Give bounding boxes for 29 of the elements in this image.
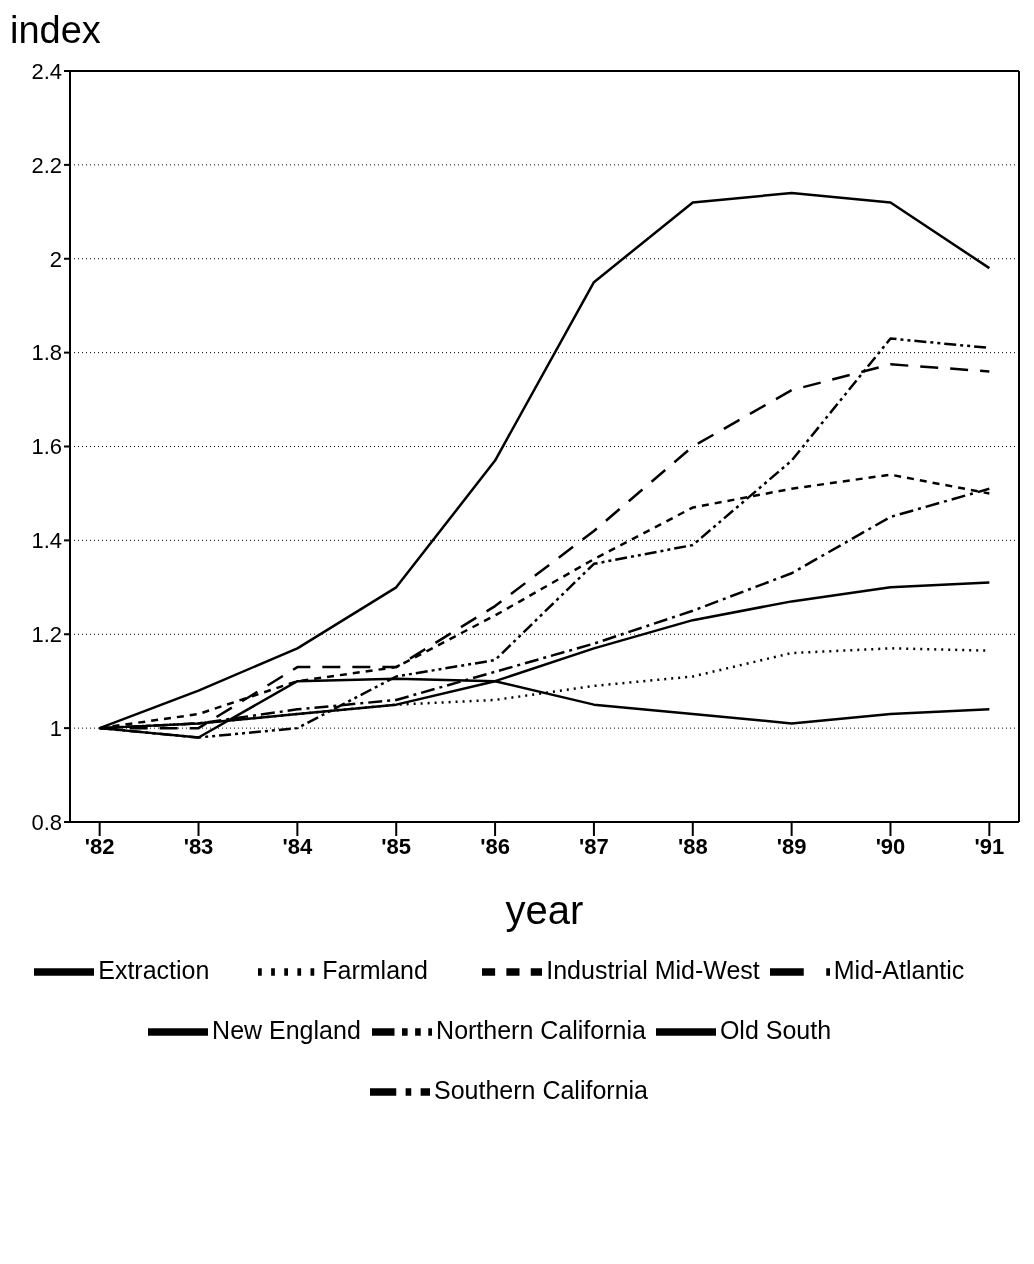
y-tick-label: 1.4 (31, 528, 62, 554)
legend-label: Old South (719, 1014, 833, 1046)
legend-label: Industrial Mid-West (546, 954, 760, 986)
x-tick-label: '83 (183, 833, 214, 859)
y-tick-label: 0.8 (31, 809, 62, 835)
y-tick-label: 1.2 (31, 622, 62, 648)
x-tick-label: '85 (381, 833, 412, 859)
legend-label: New England (212, 1014, 362, 1046)
legend-label: Northern California (436, 1014, 646, 1046)
x-tick-label: '84 (282, 833, 313, 859)
x-tick-label: '87 (579, 833, 609, 859)
y-tick-label: 2.4 (31, 58, 62, 84)
y-tick-label: 1.6 (31, 434, 62, 460)
legend-label: Southern California (433, 1074, 648, 1106)
y-axis-title: index (9, 8, 102, 52)
x-tick-label: '91 (974, 833, 1005, 859)
x-tick-label: '89 (776, 833, 807, 859)
legend-label: Extraction (98, 954, 211, 986)
y-tick-label: 2 (49, 246, 62, 272)
y-tick-label: 1.8 (31, 340, 62, 366)
x-tick-label: '88 (677, 833, 708, 859)
x-axis-title: year (505, 888, 584, 932)
x-tick-label: '90 (875, 833, 906, 859)
x-tick-label: '86 (480, 833, 510, 859)
x-tick-label: '82 (84, 833, 115, 859)
y-tick-label: 2.2 (31, 152, 62, 178)
legend-label: Farmland (322, 954, 429, 986)
y-tick-label: 1 (49, 715, 62, 741)
legend-label: Mid-Atlantic (833, 954, 966, 986)
